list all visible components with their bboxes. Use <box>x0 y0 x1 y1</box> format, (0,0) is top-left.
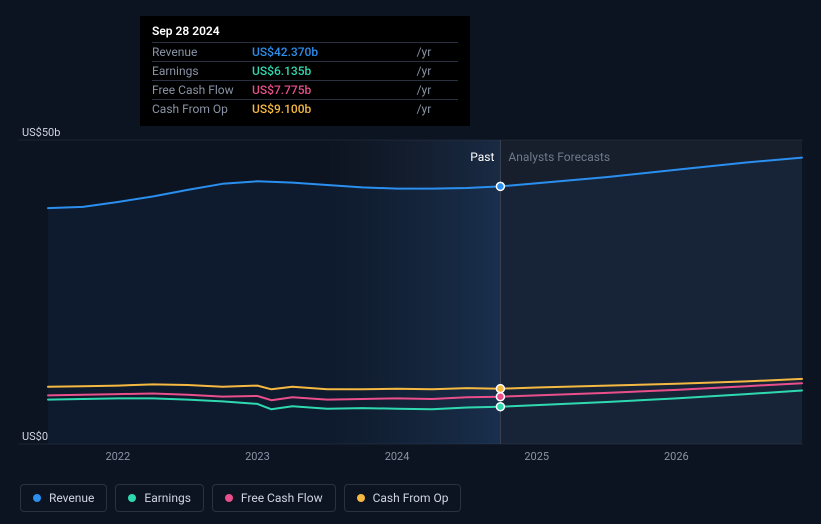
tooltip-row-value: US$7.775b <box>252 81 413 100</box>
x-axis-label: 2026 <box>664 450 689 463</box>
x-axis-label: 2024 <box>385 450 410 463</box>
tooltip-row-suffix: /yr <box>413 43 458 62</box>
legend-dot-icon <box>225 494 233 502</box>
legend-item-earnings[interactable]: Earnings <box>115 484 204 512</box>
financials-chart: Sep 28 2024 RevenueUS$42.370b/yrEarnings… <box>0 0 821 524</box>
x-axis-label: 2023 <box>245 450 270 463</box>
legend-item-label: Cash From Op <box>373 491 449 505</box>
tooltip-row: Free Cash FlowUS$7.775b/yr <box>152 81 458 100</box>
region-label-forecast: Analysts Forecasts <box>508 150 610 164</box>
y-axis-label: US$0 <box>22 430 48 443</box>
cursor-marker-free_cash_flow <box>496 393 504 401</box>
tooltip-row: EarningsUS$6.135b/yr <box>152 62 458 81</box>
legend-dot-icon <box>128 494 136 502</box>
cursor-marker-earnings <box>496 403 504 411</box>
tooltip-row: RevenueUS$42.370b/yr <box>152 43 458 62</box>
tooltip-row-suffix: /yr <box>413 100 458 119</box>
cursor-marker-cash_from_op <box>496 385 504 393</box>
region-label-past: Past <box>470 150 494 164</box>
legend-item-label: Revenue <box>49 491 94 505</box>
tooltip-row-label: Cash From Op <box>152 100 252 119</box>
legend-item-label: Free Cash Flow <box>241 491 323 505</box>
legend: Revenue Earnings Free Cash Flow Cash From O… <box>20 484 461 512</box>
tooltip-row-label: Revenue <box>152 43 252 62</box>
tooltip-row-suffix: /yr <box>413 62 458 81</box>
tooltip-date: Sep 28 2024 <box>152 24 458 38</box>
legend-item-free_cash_flow[interactable]: Free Cash Flow <box>212 484 336 512</box>
y-axis-label: US$50b <box>22 126 60 139</box>
cursor-marker-revenue <box>496 182 504 190</box>
tooltip-table: RevenueUS$42.370b/yrEarningsUS$6.135b/yr… <box>152 42 458 118</box>
tooltip-row-label: Free Cash Flow <box>152 81 252 100</box>
legend-dot-icon <box>357 494 365 502</box>
legend-item-cash_from_op[interactable]: Cash From Op <box>344 484 462 512</box>
tooltip-row-value: US$9.100b <box>252 100 413 119</box>
x-axis-label: 2025 <box>524 450 549 463</box>
hover-tooltip: Sep 28 2024 RevenueUS$42.370b/yrEarnings… <box>140 16 470 126</box>
tooltip-row: Cash From OpUS$9.100b/yr <box>152 100 458 119</box>
tooltip-row-label: Earnings <box>152 62 252 81</box>
legend-item-label: Earnings <box>144 491 191 505</box>
tooltip-row-suffix: /yr <box>413 81 458 100</box>
tooltip-row-value: US$6.135b <box>252 62 413 81</box>
tooltip-row-value: US$42.370b <box>252 43 413 62</box>
x-axis-label: 2022 <box>105 450 130 463</box>
legend-dot-icon <box>33 494 41 502</box>
legend-item-revenue[interactable]: Revenue <box>20 484 107 512</box>
